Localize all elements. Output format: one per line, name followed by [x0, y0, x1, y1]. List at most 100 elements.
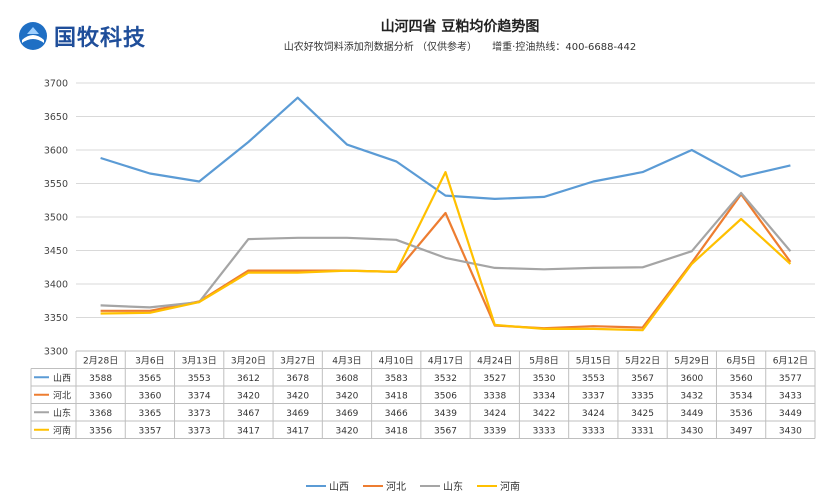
table-value: 3600	[680, 374, 703, 384]
table-value: 3534	[730, 391, 753, 401]
table-value: 3333	[582, 426, 605, 436]
y-tick-label: 3300	[44, 347, 68, 358]
y-tick-label: 3600	[44, 146, 68, 157]
table-value: 3433	[779, 391, 802, 401]
table-value: 3567	[631, 374, 654, 384]
table-value: 3360	[89, 391, 112, 401]
y-tick-label: 3650	[44, 112, 68, 123]
chart-title: 山河四省 豆粕均价趋势图	[380, 19, 540, 35]
table-value: 3420	[237, 391, 260, 401]
legend-swatch	[306, 484, 326, 487]
x-tick-label: 5月29日	[674, 355, 709, 366]
table-value: 3506	[434, 391, 457, 401]
x-tick-label: 3月27日	[280, 355, 315, 366]
table-value: 3430	[680, 426, 703, 436]
table-value: 3417	[237, 426, 260, 436]
series-line-山东	[100, 191, 792, 309]
table-value: 3357	[138, 426, 161, 436]
y-tick-label: 3400	[44, 280, 68, 291]
legend-label: 山东	[443, 482, 463, 493]
x-tick-label: 3月13日	[182, 355, 217, 366]
table-value: 3424	[582, 409, 605, 419]
table-value: 3430	[779, 426, 802, 436]
x-tick-label: 5月8日	[529, 355, 558, 366]
table-value: 3337	[582, 391, 605, 401]
table-value: 3527	[483, 374, 506, 384]
table-value: 3577	[779, 374, 802, 384]
table-value: 3469	[336, 409, 359, 419]
chart-subtitle: 山农好牧饲料添加剂数据分析 （仅供参考） 增重·控油热线：400-6688-44…	[250, 38, 670, 53]
logo: 国牧科技	[18, 20, 146, 52]
table-value: 3424	[483, 409, 506, 419]
table-value: 3339	[483, 426, 506, 436]
table-value: 3368	[89, 409, 112, 419]
x-tick-label: 6月5日	[726, 355, 755, 366]
table-value: 3439	[434, 409, 457, 419]
x-tick-label: 2月28日	[83, 355, 118, 366]
legend-swatch	[477, 484, 497, 487]
series-line-山西	[100, 96, 791, 200]
legend-label: 河北	[386, 482, 406, 493]
y-tick-label: 3350	[44, 313, 68, 324]
table-value: 3373	[188, 409, 211, 419]
table-value: 3583	[385, 374, 408, 384]
table-series-label: 河南	[53, 424, 71, 436]
table-value: 3469	[286, 409, 309, 419]
legend-swatch	[420, 484, 440, 487]
table-value: 3335	[631, 391, 654, 401]
y-tick-label: 3500	[44, 213, 68, 224]
table-value: 3608	[336, 374, 359, 384]
table-value: 3425	[631, 409, 654, 419]
table-value: 3588	[89, 374, 112, 384]
legend-item: 山东	[420, 478, 463, 493]
table-value: 3420	[336, 391, 359, 401]
table-value: 3536	[730, 409, 753, 419]
x-tick-label: 6月12日	[773, 355, 808, 366]
table-value: 3417	[286, 426, 309, 436]
x-tick-label: 4月10日	[379, 355, 414, 366]
table-value: 3373	[188, 426, 211, 436]
table-value: 3432	[680, 391, 703, 401]
subtitle-left: 山农好牧饲料添加剂数据分析 （仅供参考）	[283, 42, 477, 53]
logo-text: 国牧科技	[54, 26, 147, 51]
table-value: 3560	[730, 374, 753, 384]
table-value: 3497	[730, 426, 753, 436]
table-value: 3530	[533, 374, 556, 384]
table-value: 3360	[138, 391, 161, 401]
table-value: 3422	[533, 409, 556, 419]
y-tick-label: 3700	[44, 79, 68, 90]
x-tick-label: 5月22日	[625, 355, 660, 366]
table-value: 3333	[533, 426, 556, 436]
series-line-河南	[100, 171, 792, 332]
table-value: 3420	[286, 391, 309, 401]
y-tick-label: 3450	[44, 246, 68, 257]
table-value: 3532	[434, 374, 457, 384]
legend-label: 河南	[500, 482, 520, 493]
table-value: 3612	[237, 374, 260, 384]
table-value: 3567	[434, 426, 457, 436]
legend-item: 河北	[363, 478, 406, 493]
table-series-label: 山西	[53, 373, 71, 384]
logo-icon	[19, 22, 47, 50]
subtitle-right: 增重·控油热线：400-6688-442	[492, 42, 637, 53]
legend-item: 山西	[306, 478, 349, 493]
table-value: 3420	[336, 426, 359, 436]
table-series-label: 山东	[53, 407, 71, 419]
table-value: 3467	[237, 409, 260, 419]
legend-label: 山西	[329, 482, 349, 493]
table-value: 3553	[188, 374, 211, 384]
x-tick-label: 4月24日	[477, 355, 512, 366]
series-line-河北	[100, 193, 792, 330]
table-value: 3553	[582, 374, 605, 384]
x-tick-label: 5月15日	[576, 355, 611, 366]
table-value: 3338	[483, 391, 506, 401]
table-value: 3334	[533, 391, 556, 401]
table-value: 3449	[680, 409, 703, 419]
legend-swatch	[363, 484, 383, 487]
table-value: 3374	[188, 391, 211, 401]
chart-legend: 山西 河北 山东 河南	[0, 478, 826, 493]
table-series-label: 河北	[53, 389, 71, 401]
table-value: 3418	[385, 391, 408, 401]
y-tick-label: 3550	[44, 179, 68, 190]
